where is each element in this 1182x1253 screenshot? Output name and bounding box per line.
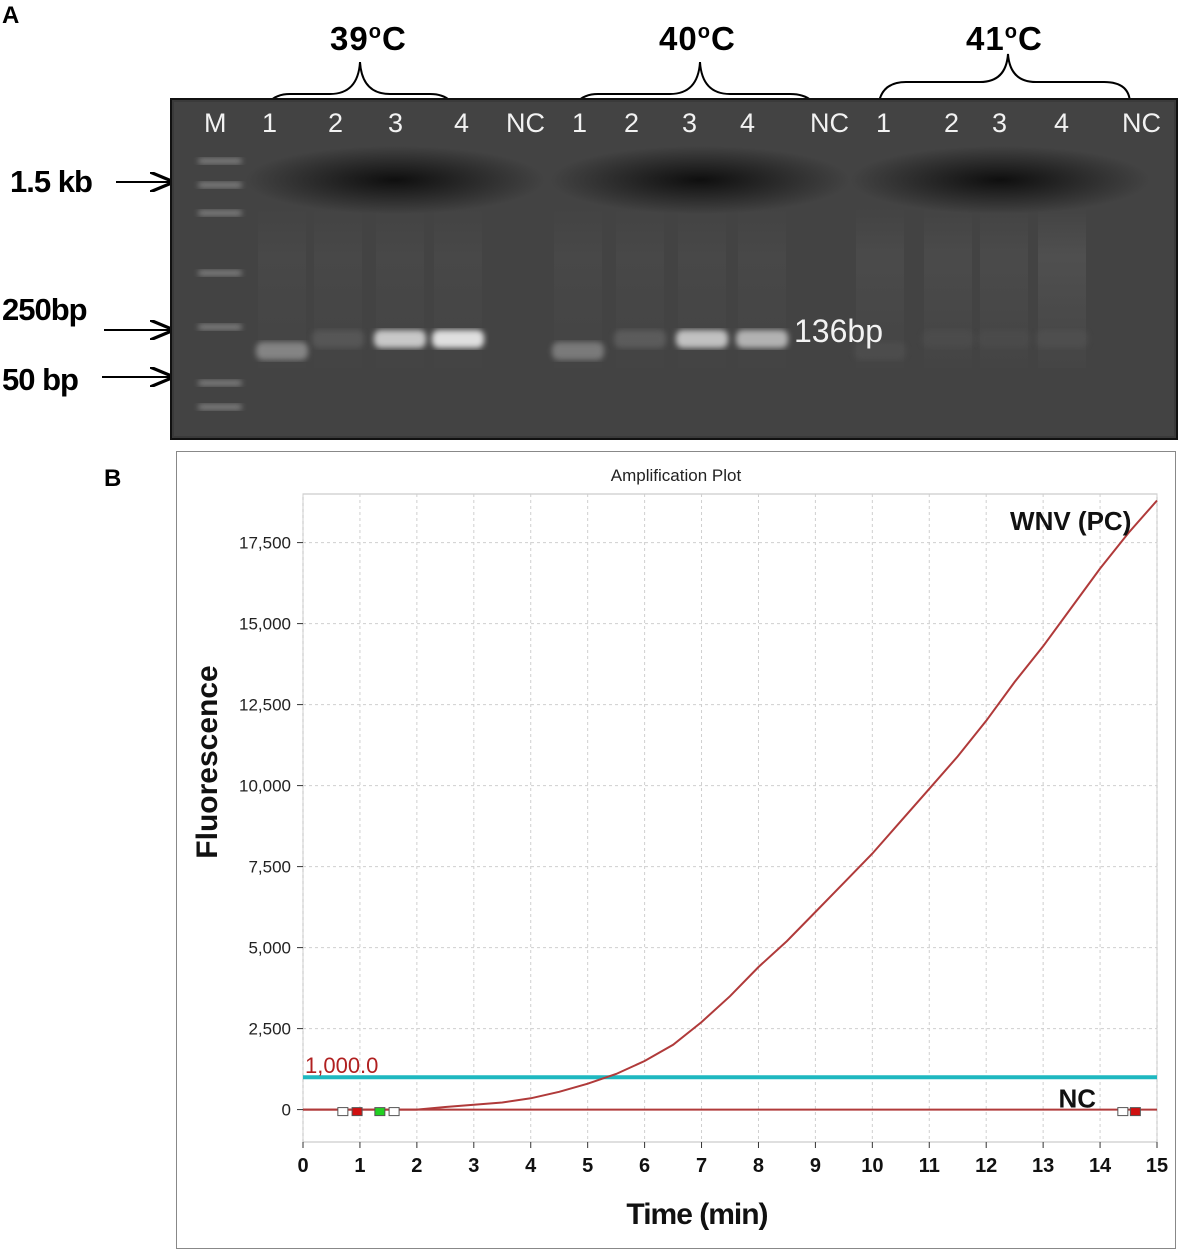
- y-tick-label: 12,500: [239, 696, 291, 715]
- y-tick-label: 15,000: [239, 615, 291, 634]
- dna-band: [854, 342, 906, 360]
- ladder-band: [198, 404, 242, 410]
- dna-band: [312, 330, 364, 348]
- lane-smear: [856, 208, 904, 368]
- baseline-marker: [337, 1107, 349, 1117]
- lane-group-braces: [261, 53, 1131, 129]
- size-arrows: [102, 0, 180, 400]
- ladder-band: [198, 182, 242, 188]
- lane-smear: [554, 208, 602, 368]
- ladder-band: [198, 324, 242, 330]
- dna-band: [736, 330, 788, 348]
- lane-label-40-nc: NC: [810, 108, 849, 138]
- baseline-marker: [388, 1107, 400, 1117]
- x-tick-label: 7: [696, 1155, 707, 1177]
- brace-40: [569, 61, 819, 129]
- threshold-label: 1,000.0: [305, 1053, 378, 1078]
- lane-label-41-2: 2: [944, 108, 959, 138]
- brace-39: [261, 61, 457, 129]
- baseline-marker: [351, 1107, 363, 1117]
- ladder-band: [198, 210, 242, 216]
- series-line-wnv-pc: [303, 499, 1158, 1111]
- lane-label-39-2: 2: [328, 108, 343, 138]
- amplification-chart: 0 2,500 5,000 7,500 10,000 12,500 15,000 17,500…: [191, 493, 1168, 1231]
- well-shadow: [550, 146, 850, 214]
- x-tick-label: 13: [1032, 1155, 1054, 1177]
- panel-a-label: A: [2, 2, 20, 29]
- y-tick-label: 10,000: [239, 777, 291, 796]
- x-tick-label: 4: [525, 1155, 537, 1177]
- dna-band: [552, 342, 604, 360]
- well-shadow: [850, 146, 1150, 214]
- size-label-250bp: 250bp: [2, 292, 88, 327]
- y-tick-label: 0: [282, 1101, 291, 1120]
- x-tick-label: 15: [1146, 1155, 1168, 1177]
- size-label-50bp: 50 bp: [2, 362, 79, 397]
- x-tick-label: 9: [810, 1155, 821, 1177]
- y-tick-label: 7,500: [248, 858, 291, 877]
- band-size-label: 136bp: [794, 313, 883, 349]
- ladder-band: [198, 158, 242, 164]
- y-axis-label: Fluorescence: [191, 665, 224, 858]
- baseline-marker: [374, 1107, 386, 1117]
- amplification-plot-frame: Amplification Plot 0 2,500 5,000 7,500 10,00…: [176, 451, 1176, 1249]
- y-tick-label: 2,500: [248, 1020, 291, 1039]
- x-axis-label: Time (min): [626, 1198, 767, 1231]
- x-tick-label: 1: [354, 1155, 365, 1177]
- dna-band: [676, 330, 728, 348]
- x-tick-label: 11: [919, 1155, 940, 1177]
- dna-band: [1036, 330, 1088, 348]
- series-label-wnv-pc: WNV (PC): [1010, 506, 1131, 536]
- well-shadow: [245, 146, 545, 214]
- dna-band: [374, 330, 426, 348]
- lane-label-41-3: 3: [992, 108, 1007, 138]
- x-tick-label: 5: [582, 1155, 593, 1177]
- gel-image: M 1 2 3 4 NC 1 2 3 4 NC 1 2 3 4 NC 136bp: [168, 96, 1180, 442]
- lane-label-39-4: 4: [454, 108, 469, 138]
- plot-area: [302, 493, 1158, 1143]
- x-tick-label: 3: [468, 1155, 479, 1177]
- y-tick-label: 5,000: [248, 939, 291, 958]
- brace-41: [877, 53, 1131, 113]
- lane-label-40-4: 4: [740, 108, 755, 138]
- lane-label-marker: M: [204, 108, 227, 138]
- ladder-band: [198, 380, 242, 386]
- lane-smear: [258, 208, 306, 368]
- dna-band: [614, 330, 666, 348]
- lane-label-41-nc: NC: [1122, 108, 1161, 138]
- lane-label-39-nc: NC: [506, 108, 545, 138]
- dna-band: [256, 342, 308, 360]
- x-tick-label: 6: [639, 1155, 650, 1177]
- series-label-nc: NC: [1059, 1084, 1097, 1114]
- lane-label-39-3: 3: [388, 108, 403, 138]
- x-tick-label: 8: [753, 1155, 764, 1177]
- temp-label-40: 40oC: [659, 20, 736, 57]
- lane-label-41-4: 4: [1054, 108, 1069, 138]
- x-tick-label: 14: [1089, 1155, 1112, 1177]
- lane-label-39-1: 1: [262, 108, 277, 138]
- x-tick-label: 0: [297, 1155, 308, 1177]
- panel-b-label: B: [104, 465, 122, 492]
- size-label-1-5kb: 1.5 kb: [10, 164, 93, 199]
- y-tick-label: 17,500: [239, 534, 291, 553]
- dna-band: [432, 330, 484, 348]
- lane-label-40-3: 3: [682, 108, 697, 138]
- temp-label-41: 41oC: [966, 20, 1043, 57]
- temp-label-39: 39oC: [330, 20, 407, 57]
- x-tick-label: 2: [411, 1155, 422, 1177]
- lane-label-41-1: 1: [876, 108, 891, 138]
- lane-label-40-2: 2: [624, 108, 639, 138]
- dna-band: [922, 330, 974, 348]
- chart-title: Amplification Plot: [610, 466, 742, 485]
- x-tick-label: 10: [861, 1155, 883, 1177]
- baseline-marker: [1117, 1107, 1129, 1117]
- dna-band: [978, 330, 1030, 348]
- lane-label-40-1: 1: [572, 108, 587, 138]
- ladder-band: [198, 270, 242, 276]
- baseline-marker: [1129, 1107, 1141, 1117]
- x-tick-label: 12: [975, 1155, 997, 1177]
